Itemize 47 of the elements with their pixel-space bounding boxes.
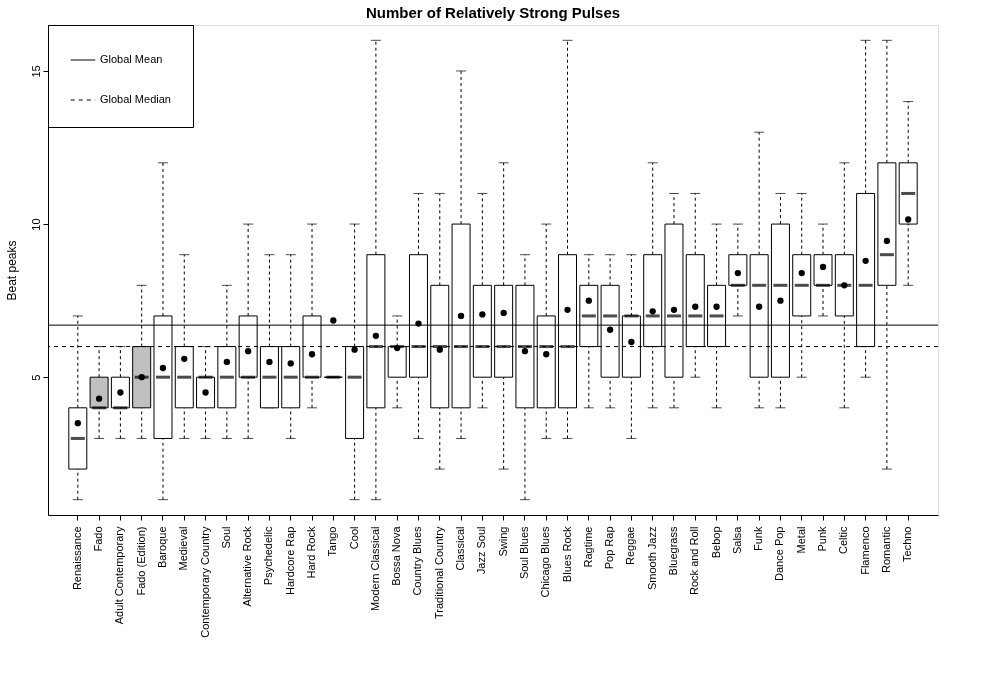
x-tick-label: Metal — [794, 526, 807, 554]
x-tick-label: Techno — [901, 526, 914, 562]
x-tick-label: Hard Rock — [305, 526, 318, 579]
x-tick-label: Soul — [219, 526, 232, 549]
x-tick-label: Salsa — [730, 525, 743, 555]
legend-label: Global Mean — [100, 53, 163, 65]
x-tick-label: Alternative Rock — [241, 526, 254, 607]
x-tick-label: Hardcore Rap — [283, 526, 296, 595]
legend-label: Global Median — [100, 93, 171, 105]
x-tick-label: Jazz Soul — [475, 526, 488, 575]
x-tick-label: Bossa Nova — [390, 525, 403, 586]
x-tick-label: Tango — [326, 526, 339, 557]
x-tick-label: Ragtime — [581, 526, 594, 568]
x-tick-label: Contemporary Country — [198, 526, 211, 638]
x-tick-label: Smooth Jazz — [645, 526, 658, 591]
x-tick-label: Baroque — [155, 526, 168, 569]
y-axis-title: Beat peaks — [4, 240, 19, 301]
x-tick-label: Celtic — [837, 526, 850, 555]
x-tick-label: Classical — [454, 526, 467, 571]
x-tick-label: Fado (Edition) — [134, 526, 147, 596]
x-tick-label: Funk — [752, 526, 765, 551]
x-tick-label: Modern Classical — [368, 526, 381, 611]
x-tick-label: Reggae — [624, 526, 637, 566]
x-tick-label: Chicago Blues — [539, 526, 552, 598]
x-tick-label: Pop Rap — [603, 526, 616, 570]
x-tick-label: Medieval — [177, 526, 190, 571]
x-tick-label: Dance Pop — [773, 526, 786, 581]
x-tick-label: Bebop — [709, 526, 722, 559]
x-tick-label: Traditional Country — [432, 526, 445, 620]
x-tick-label: Fado — [92, 526, 105, 552]
x-tick-label: Blues Rock — [560, 526, 573, 583]
x-tick-label: Country Blues — [411, 526, 424, 596]
x-tick-label: Soul Blues — [517, 526, 530, 580]
chart-title: Number of Relatively Strong Pulses — [365, 3, 621, 21]
x-tick-label: Cool — [347, 526, 360, 550]
x-tick-label: Flamenco — [858, 526, 871, 575]
x-tick-label: Swing — [496, 526, 509, 557]
x-tick-label: Romantic — [879, 526, 892, 573]
y-tick-label: 10 — [29, 218, 42, 231]
x-tick-label: Punk — [816, 526, 829, 552]
x-tick-label: Rock and Roll — [688, 526, 701, 595]
x-tick-label: Bluegrass — [666, 526, 679, 576]
x-tick-label: Adult Contemporary — [113, 526, 126, 625]
x-tick-label: Renaissance — [70, 526, 83, 591]
x-tick-label: Psychedelic — [262, 526, 275, 586]
y-tick-label: 15 — [29, 65, 42, 78]
y-tick-label: 5 — [29, 374, 42, 381]
